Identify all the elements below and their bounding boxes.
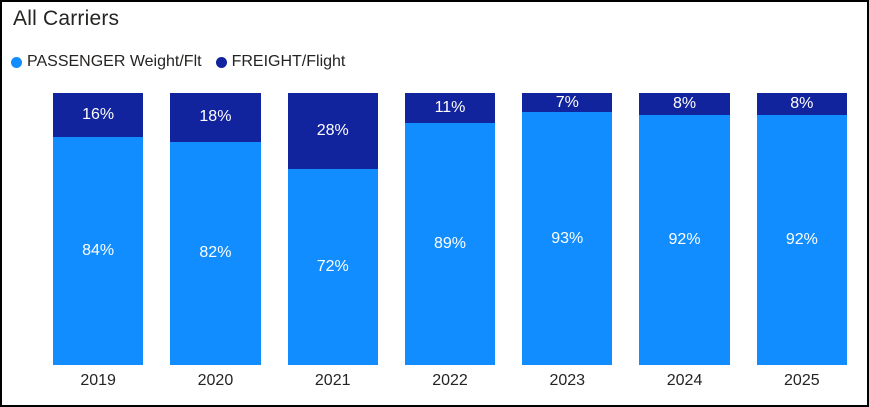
stacked-bar: 8% 92% <box>639 93 730 365</box>
passenger-label: 89% <box>433 234 466 252</box>
bar-column: 8% 92% 2024 <box>639 93 730 390</box>
stacked-bar: 16% 84% <box>53 93 144 365</box>
freight-label: 8% <box>790 94 814 112</box>
x-axis-label: 2021 <box>314 372 351 389</box>
stacked-bar: 7% 93% <box>522 93 613 365</box>
bar-columns: 16% 84% 2019 18% 82% 2020 28% 72% <box>53 93 847 390</box>
freight-segment[interactable]: 16% <box>53 93 144 137</box>
chart-title: All Carriers <box>13 7 120 30</box>
passenger-label: 82% <box>199 244 232 262</box>
legend-item[interactable]: PASSENGER Weight/Flt <box>11 53 202 71</box>
legend-item[interactable]: FREIGHT/Flight <box>215 53 346 71</box>
freight-label: 7% <box>555 93 579 111</box>
passenger-segment[interactable]: 93% <box>522 112 613 365</box>
x-axis-label: 2023 <box>549 372 586 389</box>
legend-label: FREIGHT/Flight <box>231 53 346 70</box>
freight-label: 18% <box>199 108 232 126</box>
stacked-bar: 18% 82% <box>170 93 261 365</box>
passenger-label: 92% <box>785 230 818 248</box>
passenger-label: 84% <box>82 241 115 259</box>
x-axis-label: 2022 <box>432 372 468 389</box>
passenger-segment[interactable]: 84% <box>53 136 144 365</box>
passenger-segment[interactable]: 92% <box>639 114 730 365</box>
passenger-segment[interactable]: 89% <box>404 122 496 365</box>
legend-label: PASSENGER Weight/Flt <box>27 53 202 70</box>
bar-column: 16% 84% 2019 <box>53 93 144 390</box>
bar-column: 28% 72% 2021 <box>287 93 378 390</box>
freight-segment[interactable]: 8% <box>756 93 847 115</box>
freight-label: 8% <box>672 94 697 112</box>
legend: PASSENGER Weight/Flt FREIGHT/Flight <box>11 53 345 71</box>
freight-label: 11% <box>434 98 466 116</box>
freight-label: 28% <box>316 122 349 140</box>
passenger-segment[interactable]: 92% <box>756 114 847 365</box>
passenger-label: 93% <box>551 229 584 247</box>
passenger-label: 92% <box>668 230 701 248</box>
circle-swatch-icon <box>11 56 22 68</box>
bar-column: 8% 92% 2025 <box>756 93 847 390</box>
bar-column: 7% 93% 2023 <box>522 93 613 390</box>
passenger-segment[interactable]: 82% <box>170 141 261 365</box>
freight-label: 16% <box>82 105 115 123</box>
freight-segment[interactable]: 7% <box>522 93 613 113</box>
freight-segment[interactable]: 11% <box>404 93 496 123</box>
x-axis-label: 2020 <box>197 372 234 389</box>
x-axis-label: 2019 <box>80 372 116 389</box>
stacked-bar: 28% 72% <box>287 93 378 365</box>
x-axis-label: 2025 <box>784 372 820 389</box>
stacked-bar: 11% 89% <box>404 93 496 365</box>
bar-column: 18% 82% 2020 <box>170 93 261 390</box>
x-axis-label: 2024 <box>666 372 703 389</box>
freight-segment[interactable]: 8% <box>639 93 730 115</box>
passenger-label: 72% <box>316 258 349 276</box>
stacked-bar: 8% 92% <box>756 93 847 365</box>
stacked-bar-chart: 16% 84% 2019 18% 82% 2020 28% 72% <box>53 93 847 390</box>
passenger-segment[interactable]: 72% <box>287 169 378 365</box>
freight-segment[interactable]: 28% <box>287 93 378 170</box>
circle-swatch-icon <box>215 56 227 68</box>
bar-column: 11% 89% 2022 <box>404 93 496 390</box>
freight-segment[interactable]: 18% <box>170 93 261 142</box>
